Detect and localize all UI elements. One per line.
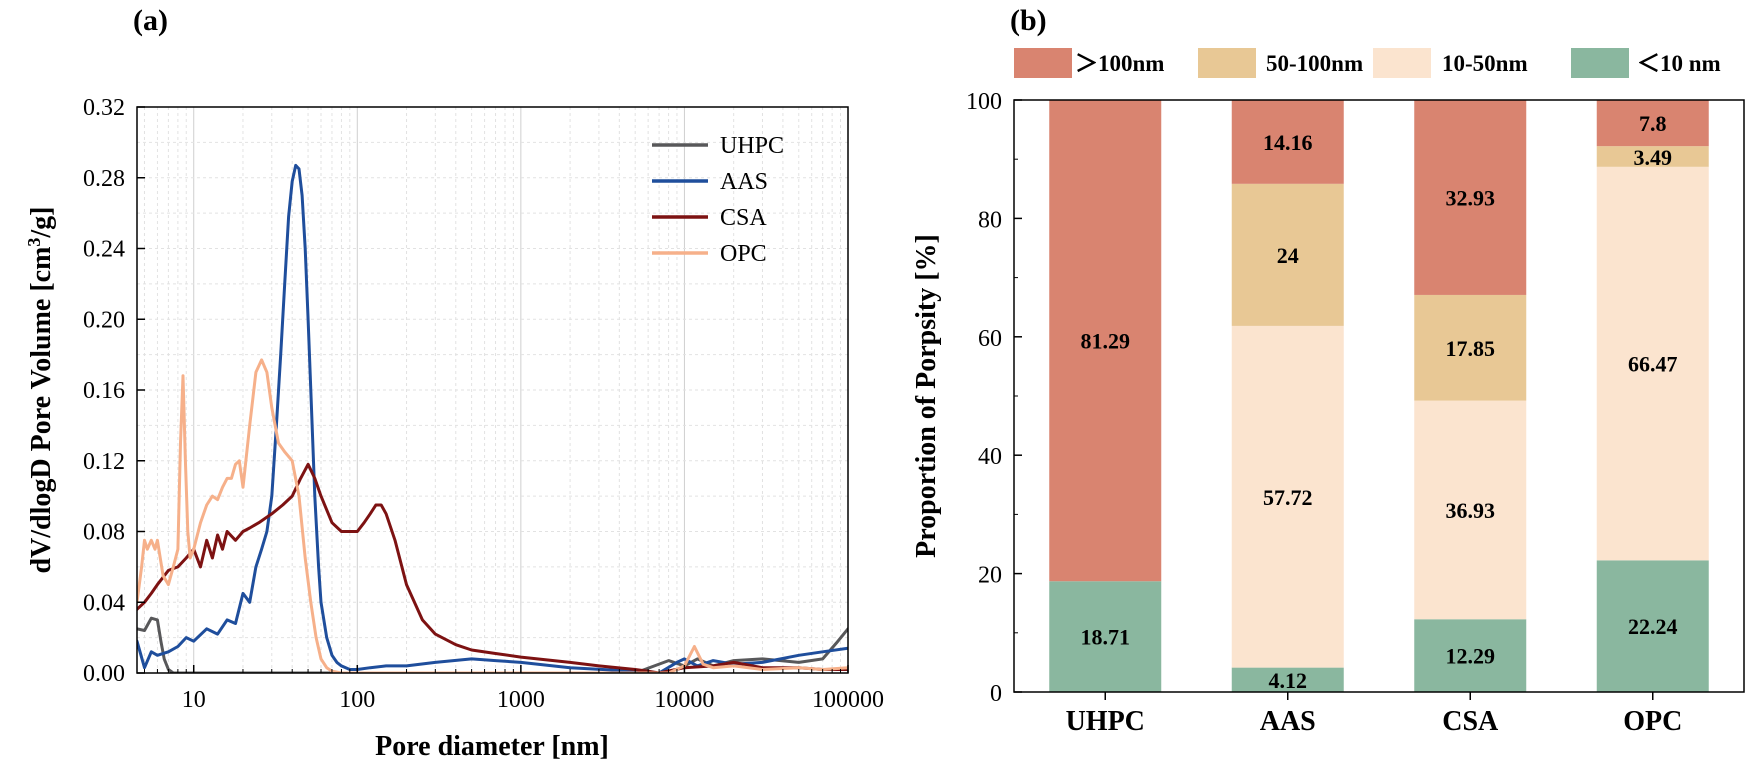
category-label-opc: OPC bbox=[1623, 706, 1682, 737]
bar-segment-csa-1 bbox=[1414, 400, 1527, 620]
bar-label-uhpc-3: 81.29 bbox=[1081, 329, 1131, 354]
y-tick-label: 0.00 bbox=[83, 661, 125, 687]
panel-a-grid bbox=[137, 107, 849, 673]
legend-label-0: ＞100nm bbox=[1075, 51, 1164, 76]
bar-label-aas-0: 4.12 bbox=[1269, 668, 1308, 693]
legend-label-csa: CSA bbox=[720, 205, 767, 231]
panel-a-y-axis-title: dV/dlogD Pore Volume [cm3/g] bbox=[24, 206, 57, 573]
x-tick-label: 1000 bbox=[497, 687, 545, 713]
series-line-opc bbox=[137, 358, 848, 673]
bar-segment-uhpc-3 bbox=[1049, 100, 1162, 582]
bar-segment-csa-0 bbox=[1414, 619, 1527, 692]
y-tick-label: 0.28 bbox=[83, 166, 125, 192]
bar-segment-aas-1 bbox=[1231, 325, 1344, 668]
y-tick-label: 100 bbox=[966, 89, 1002, 115]
panel-b-ticks: 0 20 40 60 80 100 UHPC AAS CSA OPC bbox=[966, 89, 1682, 737]
bar-label-csa-3: 32.93 bbox=[1446, 185, 1496, 210]
bar-segment-aas-2 bbox=[1231, 183, 1344, 326]
bar-segment-opc-0 bbox=[1596, 560, 1709, 692]
legend-label-1: 50-100nm bbox=[1266, 51, 1363, 76]
category-label-csa: CSA bbox=[1442, 706, 1499, 737]
category-label-aas: AAS bbox=[1260, 706, 1316, 737]
panel-b-legend: ＞100nm 50-100nm 10-50nm ＜10 nm bbox=[1014, 48, 1721, 78]
panel-b-bars: 18.71 81.29 4.12 57.72 24 14.16 12.29 36.93 17.8… bbox=[1049, 100, 1709, 693]
bar-label-opc-3: 7.8 bbox=[1639, 111, 1667, 136]
bar-label-uhpc-0: 18.71 bbox=[1081, 625, 1131, 650]
bar-label-opc-1: 66.47 bbox=[1628, 352, 1678, 377]
legend-label-opc: OPC bbox=[720, 241, 767, 267]
y-tick-label: 60 bbox=[978, 326, 1002, 352]
y-tick-label: 0.08 bbox=[83, 520, 125, 546]
panel-a-label: (a) bbox=[133, 4, 168, 37]
y-tick-label: 0.32 bbox=[83, 95, 125, 121]
y-tick-label: 0.24 bbox=[83, 237, 125, 263]
y-tick-label: 0.20 bbox=[83, 307, 125, 333]
bar-segment-opc-1 bbox=[1596, 166, 1709, 561]
y-tick-label: 80 bbox=[978, 207, 1002, 233]
x-tick-label: 100000 bbox=[812, 687, 884, 713]
panel-b-stacked-bar-chart: (b) ＞100nm 50-100nm 10-50nm ＜10 nm 18.71 81.… bbox=[911, 4, 1745, 737]
y-tick-label: 20 bbox=[978, 563, 1002, 589]
panel-a-x-axis-title: Pore diameter [nm] bbox=[375, 731, 609, 762]
series-line-csa bbox=[137, 462, 848, 673]
bar-segment-opc-2 bbox=[1596, 146, 1709, 167]
x-tick-label: 10 bbox=[182, 687, 206, 713]
category-label-uhpc: UHPC bbox=[1066, 706, 1145, 737]
bar-segment-opc-3 bbox=[1596, 100, 1709, 147]
series-line-uhpc bbox=[137, 616, 848, 673]
panel-a-line-chart: (a) 10 100 1000 10000 100000 0.00 0.04 0.08 0.12… bbox=[24, 4, 884, 762]
legend-swatch-3 bbox=[1571, 48, 1629, 78]
bar-segment-uhpc-0 bbox=[1049, 581, 1162, 692]
y-tick-label: 0 bbox=[990, 681, 1002, 707]
x-tick-label: 10000 bbox=[654, 687, 714, 713]
bar-segment-csa-2 bbox=[1414, 294, 1527, 401]
bar-segment-csa-3 bbox=[1414, 100, 1527, 295]
bar-label-csa-2: 17.85 bbox=[1446, 336, 1496, 361]
bar-label-opc-0: 22.24 bbox=[1628, 614, 1678, 639]
bar-label-aas-2: 24 bbox=[1277, 243, 1299, 268]
y-tick-label: 0.16 bbox=[83, 378, 125, 404]
legend-swatch-1 bbox=[1198, 48, 1256, 78]
panel-b-label: (b) bbox=[1010, 4, 1047, 37]
bar-segment-aas-0 bbox=[1231, 667, 1344, 692]
y-tick-label: 40 bbox=[978, 444, 1002, 470]
bar-label-aas-1: 57.72 bbox=[1263, 485, 1313, 510]
legend-label-aas: AAS bbox=[720, 169, 768, 195]
legend-label-3: ＜10 nm bbox=[1637, 51, 1721, 76]
bar-segment-aas-3 bbox=[1231, 100, 1344, 184]
panel-b-y-axis-title: Proportion of Porpsity [%] bbox=[911, 234, 942, 558]
bar-label-csa-1: 36.93 bbox=[1446, 498, 1496, 523]
y-tick-label: 0.04 bbox=[83, 590, 125, 616]
legend-swatch-2 bbox=[1373, 48, 1431, 78]
bar-label-opc-2: 3.49 bbox=[1634, 145, 1673, 170]
legend-label-2: 10-50nm bbox=[1442, 51, 1528, 76]
y-tick-label: 0.12 bbox=[83, 449, 125, 475]
bar-label-aas-3: 14.16 bbox=[1263, 130, 1313, 155]
legend-label-uhpc: UHPC bbox=[720, 133, 784, 159]
panel-a-legend: UHPC AAS CSA OPC bbox=[652, 133, 784, 267]
panel-a-ticks: 10 100 1000 10000 100000 0.00 0.04 0.08 0.12 0.16… bbox=[83, 95, 884, 713]
x-tick-label: 100 bbox=[339, 687, 375, 713]
bar-label-csa-0: 12.29 bbox=[1446, 644, 1496, 669]
legend-swatch-0 bbox=[1014, 48, 1072, 78]
